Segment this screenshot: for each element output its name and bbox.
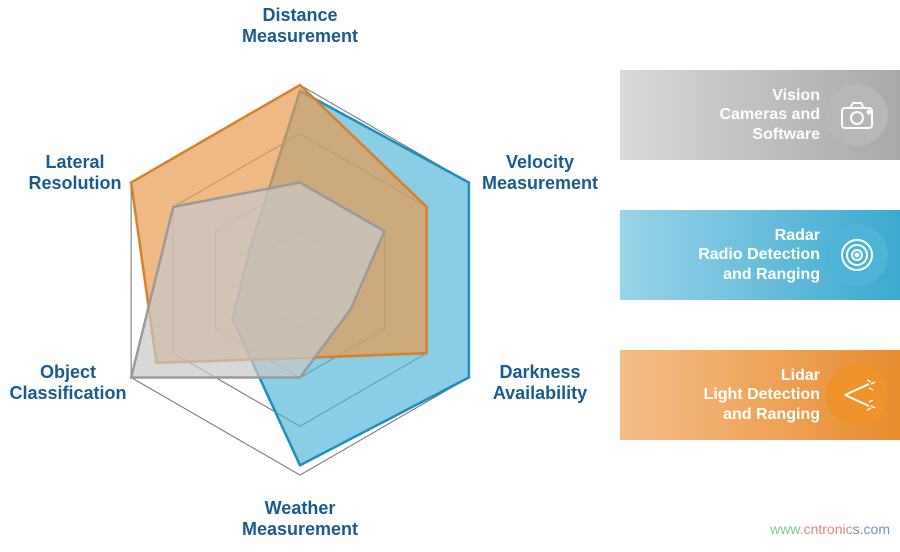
- legend-text: Vision: [650, 86, 820, 105]
- legend-text: Radar: [650, 226, 820, 245]
- laser-icon: [826, 364, 888, 426]
- legend-item-vision: VisionCameras andSoftware: [620, 70, 900, 160]
- legend: VisionCameras andSoftware RadarRadio Dete…: [620, 70, 900, 490]
- axis-label-darkness: DarknessAvailability: [475, 362, 605, 403]
- legend-text: Software: [650, 125, 820, 144]
- legend-text: Radio Detection: [650, 245, 820, 264]
- axis-label-lateral: LateralResolution: [20, 152, 130, 193]
- radar-svg: [0, 0, 620, 547]
- legend-text: Cameras and: [650, 105, 820, 124]
- legend-item-radar: RadarRadio Detectionand Ranging: [620, 210, 900, 300]
- target-icon: [826, 224, 888, 286]
- radar-chart: DistanceMeasurement VelocityMeasurement Da…: [0, 0, 620, 547]
- watermark: www.cntronics.com: [770, 521, 890, 537]
- legend-text: and Ranging: [650, 405, 820, 424]
- axis-label-distance: DistanceMeasurement: [240, 5, 360, 46]
- axis-label-velocity: VelocityMeasurement: [475, 152, 605, 193]
- legend-text: Lidar: [650, 366, 820, 385]
- axis-label-object: ObjectClassification: [8, 362, 128, 403]
- legend-text: and Ranging: [650, 265, 820, 284]
- axis-label-weather: WeatherMeasurement: [240, 498, 360, 539]
- legend-text: Light Detection: [650, 385, 820, 404]
- camera-icon: [826, 84, 888, 146]
- legend-item-lidar: LidarLight Detectionand Ranging: [620, 350, 900, 440]
